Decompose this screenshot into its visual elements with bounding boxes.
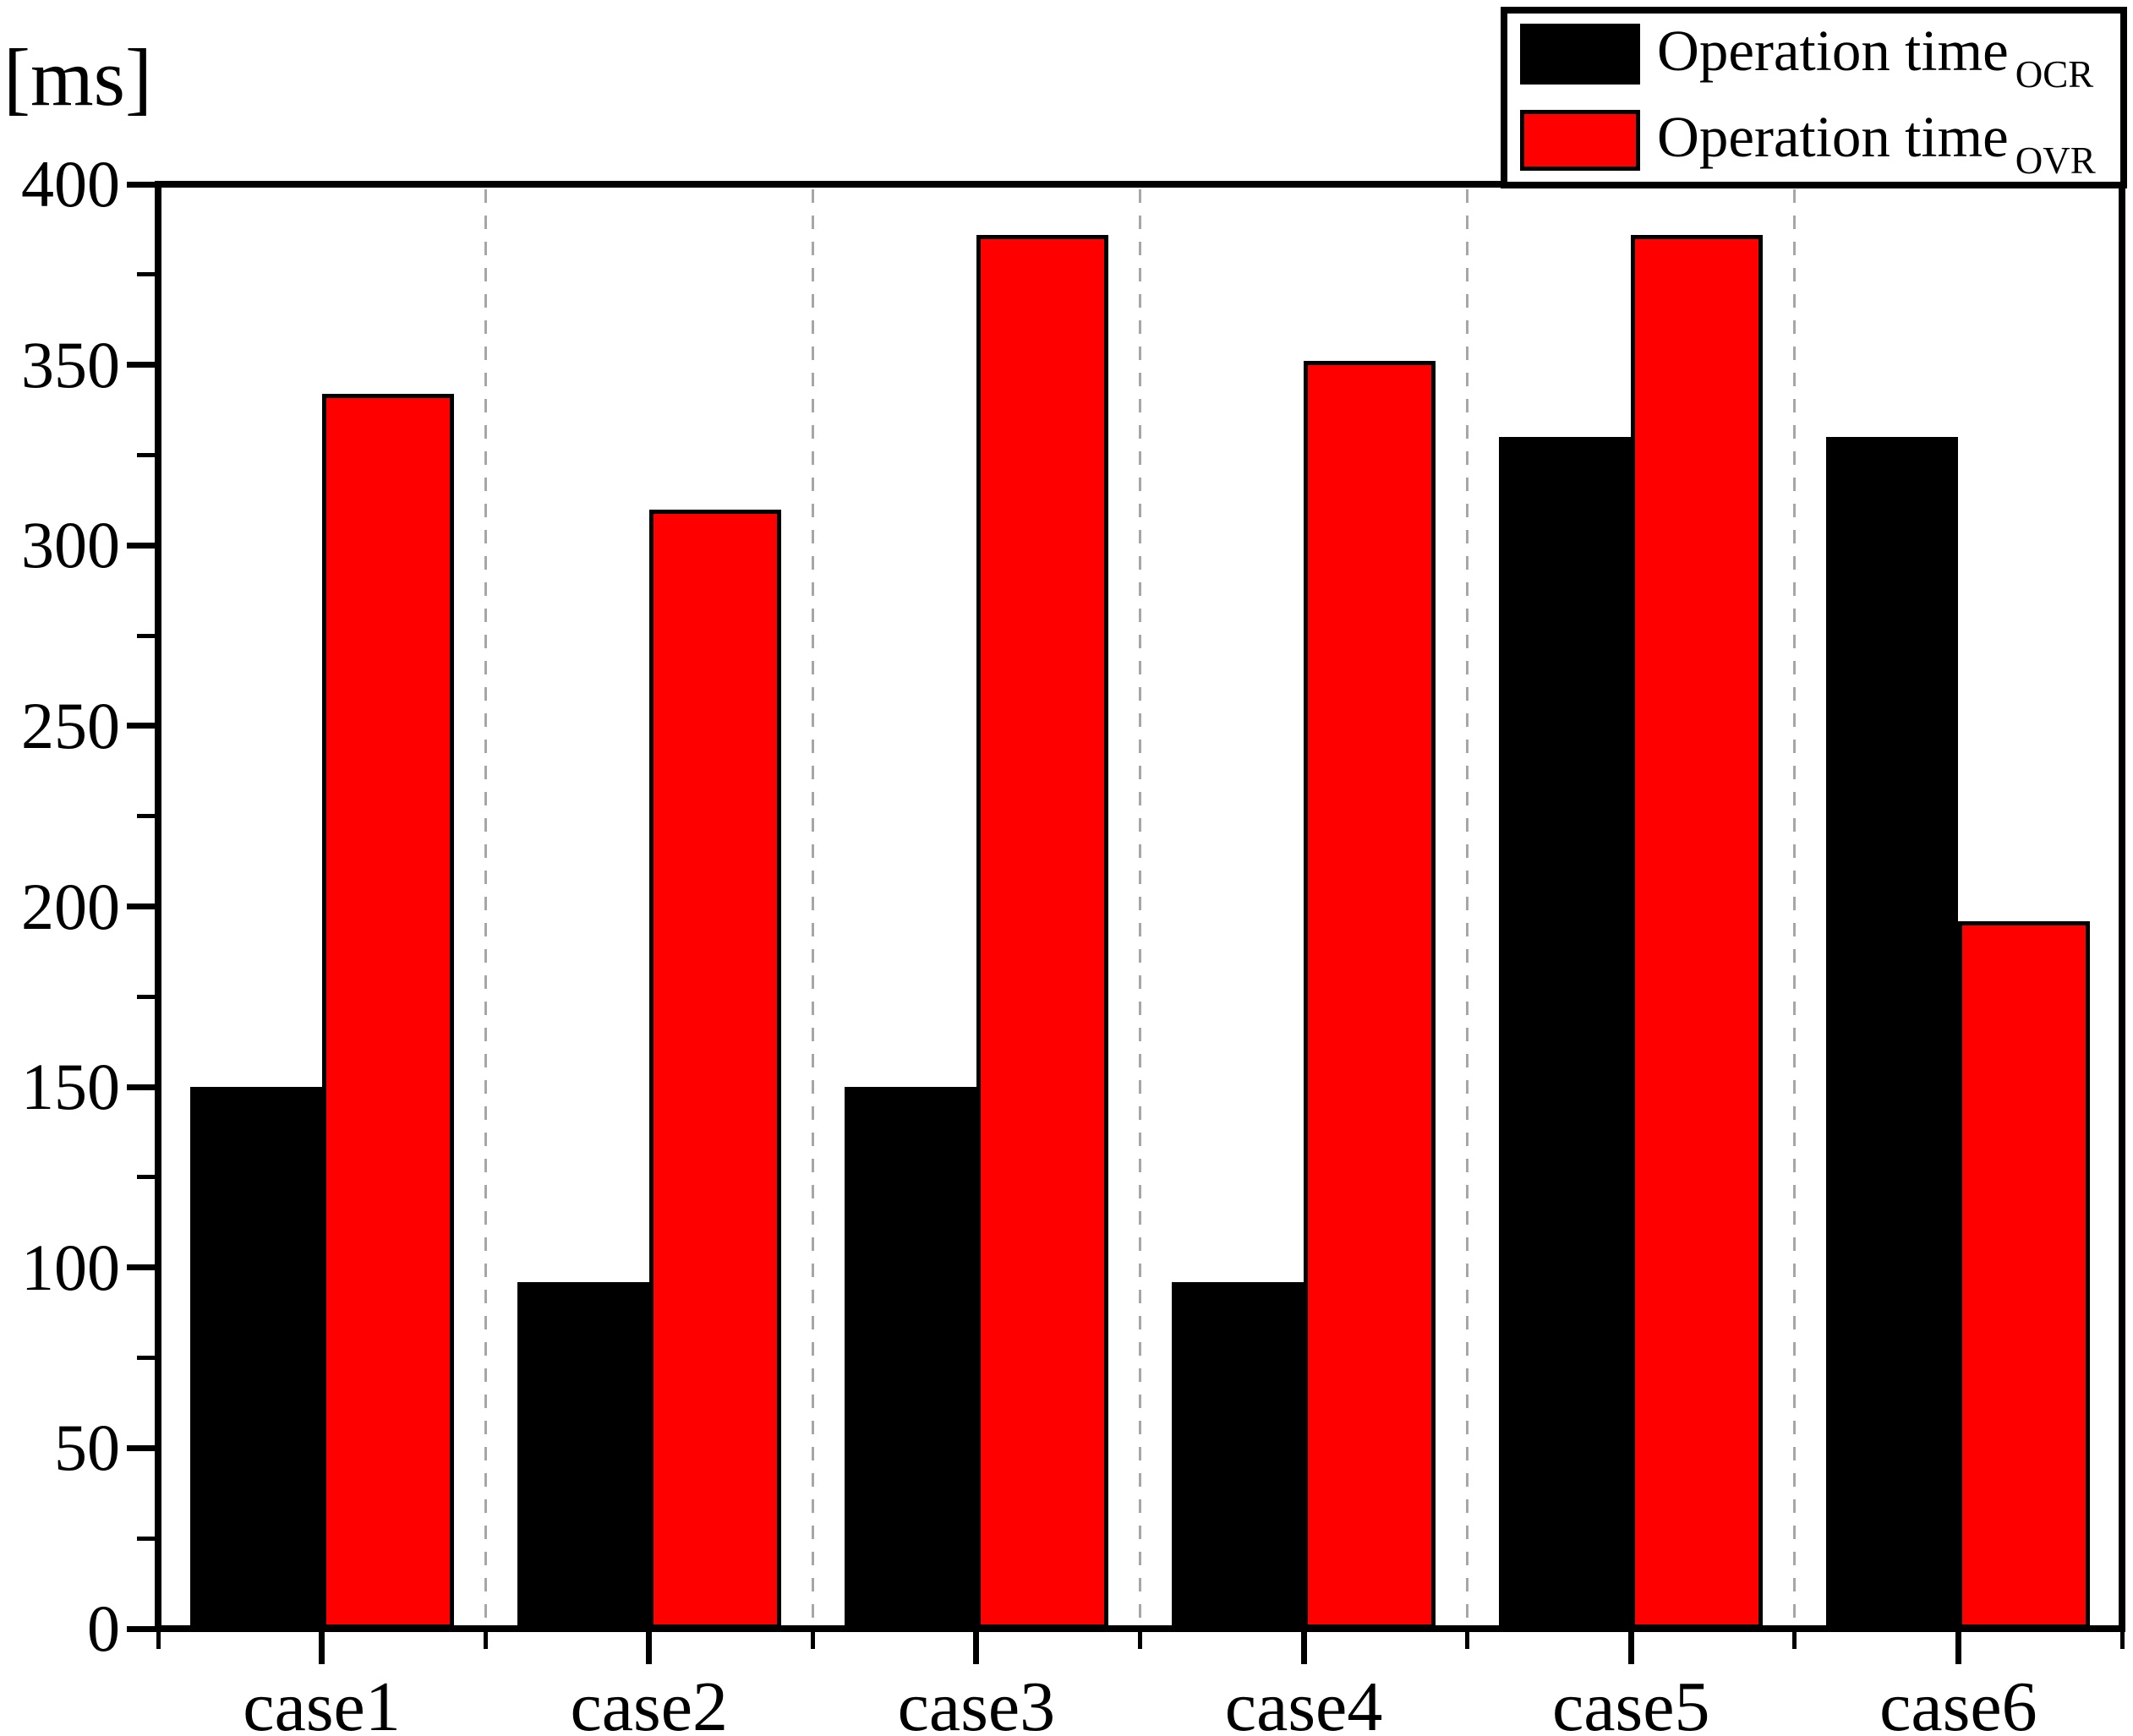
group-separator-gridline [484,189,487,1629]
bar-ovr-case2 [648,509,781,1629]
y-axis-major-tick [127,1264,158,1271]
y-axis-tick-label: 0 [87,1591,120,1665]
x-axis-minor-tick [1465,1629,1470,1649]
x-axis-major-tick [1627,1629,1634,1664]
y-axis-tick-label: 300 [21,508,120,582]
x-tick-label: case5 [1551,1668,1710,1736]
x-axis-major-tick [646,1629,653,1664]
y-axis-minor-tick [137,994,158,999]
y-axis-minor-tick [137,1356,158,1361]
x-tick-label: case4 [1224,1668,1383,1736]
y-axis-tick-label: 400 [21,147,120,221]
legend-item-ovr: Operation time OVR [1520,105,2096,182]
y-axis-major-tick [127,1625,158,1632]
y-axis-major-tick [127,1084,158,1090]
x-tick-label: case2 [570,1668,729,1736]
y-axis-tick-label: 50 [54,1411,120,1485]
y-axis-tick-label: 250 [21,688,120,762]
x-axis-minor-tick [483,1629,488,1649]
legend-swatch-ovr [1520,110,1640,171]
bar-ocr-case1 [189,1087,322,1629]
group-separator-gridline [1139,189,1141,1629]
legend-label-ocr-text: Operation time [1657,19,2009,83]
y-axis-minor-tick [137,452,158,457]
legend-label-ocr-subscript: OCR [2015,53,2094,96]
y-axis-unit-label: [ms] [3,32,152,123]
x-axis-major-tick [319,1629,325,1664]
bar-ovr-case3 [976,234,1108,1629]
x-axis-major-tick [973,1629,980,1664]
bar-ocr-case2 [517,1281,649,1629]
y-axis-major-tick [127,542,158,549]
y-axis-minor-tick [137,633,158,638]
bar-ovr-case6 [1958,920,2091,1629]
y-axis-tick-label: 350 [21,327,120,401]
legend-item-ocr: Operation time OCR [1520,19,2093,96]
y-axis-minor-tick [137,272,158,277]
legend-swatch-ocr [1520,24,1640,85]
group-separator-gridline [1793,189,1797,1629]
y-axis-major-tick [127,181,158,188]
legend-label-ovr-text: Operation time [1657,105,2009,169]
y-axis-major-tick [127,1444,158,1451]
x-axis-minor-tick [2119,1629,2125,1649]
y-axis-major-tick [127,723,158,729]
y-axis-minor-tick [137,814,158,819]
y-axis-major-tick [127,903,158,909]
bar-ocr-case3 [844,1087,976,1629]
bar-ovr-case4 [1304,361,1436,1629]
legend-label-ovr-subscript: OVR [2015,139,2096,182]
y-axis-minor-tick [137,1536,158,1541]
group-separator-gridline [811,189,814,1629]
y-axis-major-tick [127,362,158,368]
x-axis-minor-tick [810,1629,815,1649]
legend-label-ocr: Operation time OCR [1657,19,2093,96]
legend: Operation time OCR Operation time OVR [1501,7,2127,188]
x-tick-label: case6 [1879,1668,2037,1736]
y-axis-tick-label: 200 [21,869,120,943]
bar-ocr-case6 [1826,437,1959,1629]
group-separator-gridline [1466,189,1469,1629]
bar-ocr-case5 [1499,437,1632,1629]
x-axis-minor-tick [156,1629,161,1649]
bar-ovr-case1 [321,393,454,1629]
x-axis-minor-tick [1792,1629,1797,1649]
x-axis-minor-tick [1138,1629,1142,1649]
y-axis-tick-label: 150 [21,1050,120,1124]
x-axis-major-tick [1300,1629,1307,1664]
y-axis-minor-tick [137,1175,158,1180]
legend-label-ovr: Operation time OVR [1657,105,2096,182]
y-axis-tick-label: 100 [21,1230,120,1304]
x-axis-major-tick [1955,1629,1961,1664]
x-tick-label: case3 [897,1668,1056,1736]
bar-ovr-case5 [1631,234,1764,1629]
bar-ocr-case4 [1172,1281,1304,1629]
x-tick-label: case1 [243,1668,401,1736]
